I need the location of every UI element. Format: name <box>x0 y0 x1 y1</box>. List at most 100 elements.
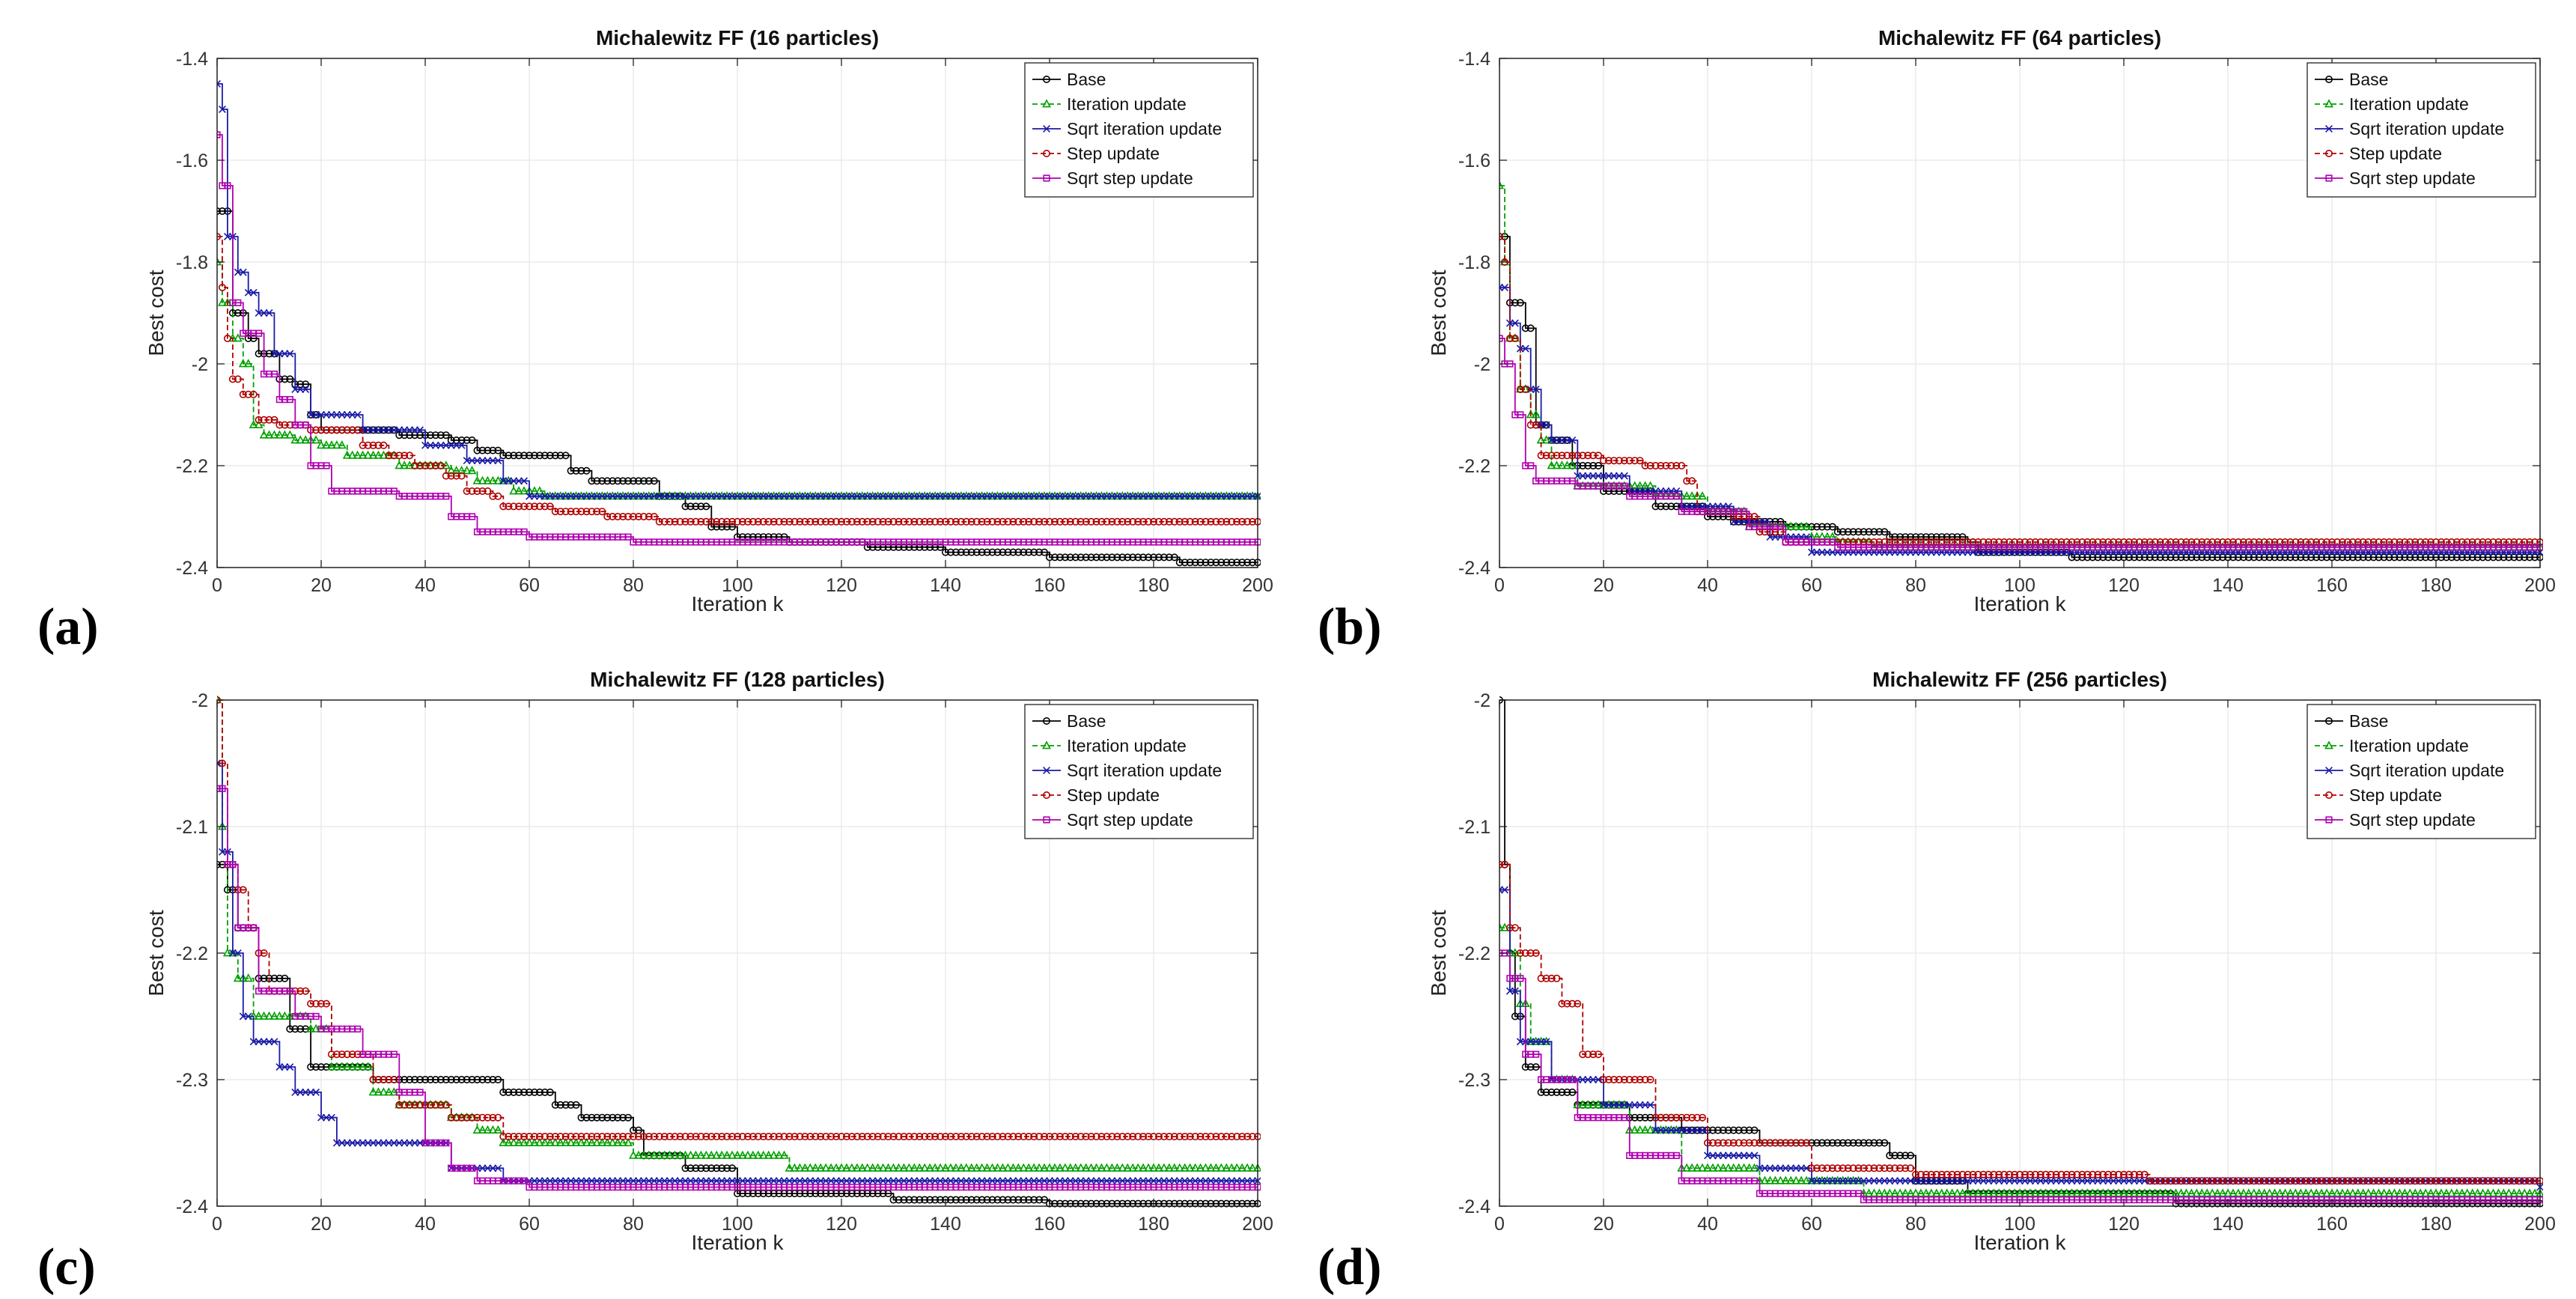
data-point <box>1646 1113 1654 1122</box>
data-point <box>1672 1113 1681 1122</box>
data-point <box>1071 517 1080 526</box>
data-point <box>2515 553 2524 562</box>
data-point <box>1066 553 1074 562</box>
data-point <box>348 426 356 434</box>
data-point <box>1823 1139 1831 1147</box>
data-point <box>2333 1188 2342 1197</box>
data-point <box>2030 1188 2040 1197</box>
data-point <box>775 533 783 541</box>
data-point <box>1932 1170 1940 1178</box>
data-point <box>390 487 398 495</box>
data-point <box>2276 538 2284 546</box>
data-point <box>2031 538 2039 546</box>
data-point <box>800 1163 810 1172</box>
series-line-step-update <box>1499 863 2540 1182</box>
data-point <box>759 517 767 526</box>
data-point <box>2312 1177 2321 1185</box>
data-point <box>302 987 310 995</box>
data-point <box>452 472 460 480</box>
data-point <box>255 416 263 424</box>
data-point <box>2244 1177 2253 1185</box>
data-point <box>270 974 278 982</box>
data-point <box>317 426 325 434</box>
data-point <box>609 1133 617 1141</box>
data-point <box>582 508 591 516</box>
y-tick-label: -1.6 <box>176 150 208 171</box>
data-point <box>2000 1188 2009 1197</box>
data-point <box>1139 553 1148 562</box>
series-markers-step-update <box>217 233 1261 526</box>
data-point <box>801 1133 809 1141</box>
data-point <box>478 1125 487 1134</box>
x-tick-label: 180 <box>2420 575 2452 596</box>
data-point <box>1886 533 1894 541</box>
data-point <box>561 451 570 460</box>
data-point <box>2072 1188 2082 1197</box>
data-point <box>1050 1133 1059 1141</box>
x-tick-label: 140 <box>2212 575 2244 596</box>
data-point <box>738 517 746 526</box>
data-point <box>978 1196 986 1204</box>
data-point <box>494 457 502 465</box>
data-point <box>520 486 529 495</box>
data-point <box>2390 1177 2399 1185</box>
legend-item-base: Base <box>1032 711 1106 731</box>
data-point <box>243 359 253 368</box>
data-point <box>2417 553 2425 562</box>
data-point <box>499 1088 508 1096</box>
data-point <box>1175 1199 1184 1208</box>
data-point <box>2224 538 2232 546</box>
data-point <box>868 517 877 526</box>
data-point <box>2156 538 2164 546</box>
data-point <box>1532 386 1540 393</box>
data-point <box>598 508 606 516</box>
data-point <box>1792 1139 1800 1147</box>
data-point <box>254 1011 264 1020</box>
data-point <box>2385 1177 2393 1185</box>
data-point <box>978 1133 986 1141</box>
data-point <box>660 517 669 526</box>
data-point <box>505 451 513 460</box>
data-point <box>868 1163 877 1172</box>
data-point <box>770 517 778 526</box>
data-point <box>2052 538 2060 546</box>
data-point <box>2307 1177 2315 1185</box>
data-point <box>493 1125 503 1134</box>
data-point <box>764 517 773 526</box>
data-point <box>1865 528 1873 536</box>
data-point <box>353 1050 362 1059</box>
data-point <box>343 426 351 434</box>
data-point <box>1708 1139 1717 1147</box>
data-point <box>2317 1188 2327 1197</box>
data-point <box>2089 1170 2097 1178</box>
data-point <box>2208 538 2217 546</box>
data-point <box>2452 1188 2461 1197</box>
data-point <box>1160 1133 1168 1141</box>
data-point <box>1008 1163 1018 1172</box>
data-point <box>1191 517 1199 526</box>
data-point <box>1729 512 1738 520</box>
data-point <box>629 1133 637 1141</box>
series-markers-iteration-update <box>1499 922 2543 1197</box>
data-point <box>2426 1188 2435 1197</box>
data-point <box>2521 538 2529 546</box>
data-point <box>697 502 705 511</box>
data-point <box>2198 553 2206 562</box>
data-point <box>1526 1063 1535 1071</box>
data-point <box>680 1150 690 1159</box>
legend-label: Iteration update <box>2349 736 2469 755</box>
data-point <box>239 390 247 398</box>
data-point <box>2083 1188 2092 1197</box>
data-point <box>1249 517 1257 526</box>
data-point <box>1175 1133 1184 1141</box>
data-point <box>2489 538 2497 546</box>
data-point <box>1880 1188 1890 1197</box>
data-point <box>619 1133 627 1141</box>
data-point <box>2437 553 2445 562</box>
data-point <box>2041 1188 2050 1197</box>
data-point <box>327 1050 335 1059</box>
legend-item-sqrt-step-update: Sqrt step update <box>1032 168 1193 188</box>
data-point <box>312 1000 320 1008</box>
data-point <box>937 1196 945 1204</box>
